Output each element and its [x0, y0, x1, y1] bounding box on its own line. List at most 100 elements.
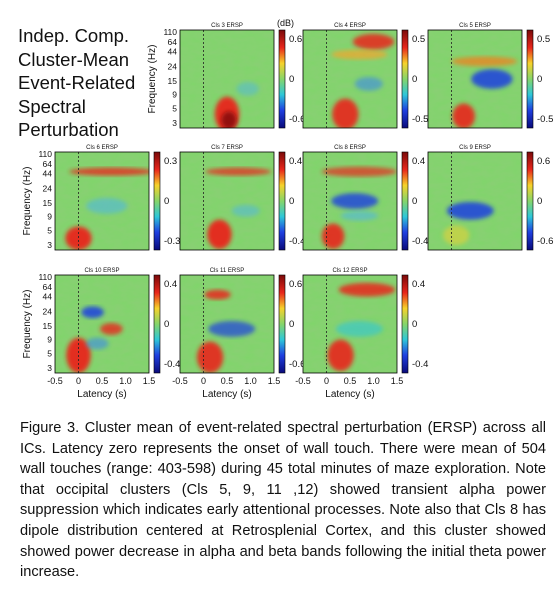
panel-frame	[54, 274, 150, 374]
colorbar	[526, 151, 534, 251]
ersp-blob	[86, 198, 128, 214]
ersp-activity	[66, 306, 123, 373]
colorbar-min: -0.6	[537, 236, 553, 247]
panel-frame	[302, 151, 398, 251]
freq-tick: 110	[38, 272, 52, 282]
colorbar-min: -0.5	[412, 114, 428, 125]
panel-label: Cls 6 ERSP	[86, 145, 118, 151]
ersp-blob	[335, 321, 383, 337]
colorbar-min: -0.5	[537, 114, 553, 125]
panel-frame	[179, 151, 275, 251]
latency-tick: -0.5	[295, 376, 311, 386]
ersp-activity	[327, 282, 396, 372]
ersp-blob	[100, 323, 123, 335]
colorbar	[401, 29, 409, 129]
latency-tick: 0.5	[221, 376, 234, 386]
colorbar-max: 0.3	[164, 156, 177, 167]
ersp-blob	[204, 289, 231, 300]
ersp-activity	[65, 167, 149, 250]
ersp-panel: Cls 9 ERSP 0.6 0 -0.6	[427, 145, 553, 251]
freq-tick: 110	[163, 27, 177, 37]
colorbar-max: 0.4	[164, 279, 177, 290]
x-axis-label: Latency (s)	[325, 389, 374, 400]
colorbar-max: 0.6	[289, 279, 302, 290]
ersp-activity	[321, 166, 397, 250]
colorbar-min: -0.3	[164, 236, 180, 247]
panel-label: Cls 7 ERSP	[211, 145, 243, 151]
colorbar-unit: (dB)	[277, 18, 294, 28]
freq-tick: 5	[47, 348, 52, 358]
freq-tick: 44	[43, 169, 53, 179]
colorbar-mid: 0	[412, 74, 417, 85]
freq-tick: 3	[47, 363, 52, 373]
panel-label: Cls 11 ERSP	[210, 268, 245, 274]
freq-tick: 24	[168, 61, 178, 71]
freq-tick: 15	[43, 198, 53, 208]
ersp-activity	[205, 167, 272, 250]
panel-label: Cls 5 ERSP	[459, 23, 491, 29]
freq-tick: 15	[43, 321, 53, 331]
ersp-blob	[327, 339, 354, 372]
latency-tick: 0	[324, 376, 329, 386]
ersp-activity	[214, 81, 259, 128]
panel-label: Cls 12 ERSP	[332, 268, 367, 274]
panel-label: Cls 8 ERSP	[334, 145, 366, 151]
colorbar-max: 0.6	[289, 34, 302, 45]
colorbar-max: 0.4	[412, 156, 425, 167]
panel-frame	[427, 151, 523, 251]
ersp-blob	[321, 166, 397, 177]
ersp-blob	[196, 341, 224, 373]
figure-title: Indep. Comp. Cluster-Mean Event-Related …	[18, 24, 168, 142]
ersp-panel: Cls 12 ERSP 0.4 0 -0.4 -0.5 0 0.5 1.0 1.5 Latency…	[295, 268, 428, 400]
y-axis-label: Frequency (Hz)	[22, 290, 33, 359]
panel-frame	[54, 151, 150, 251]
latency-tick: 1.0	[367, 376, 380, 386]
colorbar-mid: 0	[164, 196, 169, 207]
y-axis-label: Frequency (Hz)	[147, 45, 158, 114]
latency-tick: -0.5	[47, 376, 63, 386]
freq-tick: 9	[172, 90, 177, 100]
x-axis-label: Latency (s)	[77, 389, 126, 400]
ersp-blob	[354, 77, 383, 91]
colorbar	[401, 151, 409, 251]
title-line: Indep. Comp.	[18, 25, 130, 46]
colorbar-mid: 0	[412, 319, 417, 330]
freq-tick: 64	[168, 37, 178, 47]
colorbar-max: 0.4	[412, 279, 425, 290]
ersp-blob	[338, 282, 396, 297]
ersp-texture	[428, 152, 522, 250]
y-axis-label: Frequency (Hz)	[22, 167, 33, 236]
colorbar-min: -0.4	[164, 359, 180, 370]
latency-tick: 0.5	[96, 376, 109, 386]
latency-tick: 1.5	[391, 376, 404, 386]
ersp-blob	[208, 321, 256, 337]
ersp-blob	[86, 337, 109, 350]
freq-tick: 15	[168, 76, 178, 86]
ersp-panel: Cls 8 ERSP 0.4 0 -0.4	[302, 145, 428, 251]
freq-tick: 64	[43, 159, 53, 169]
colorbar-min: -0.6	[289, 114, 305, 125]
latency-tick: 1.0	[244, 376, 257, 386]
colorbar-min: -0.4	[289, 236, 305, 247]
ersp-figure: Cls 3 ERSP0.60-0.611064442415953Frequenc…	[22, 18, 553, 400]
figure-caption: Figure 3. Cluster mean of event-related …	[20, 420, 546, 581]
colorbar-min: -0.4	[412, 359, 428, 370]
colorbar-mid: 0	[289, 319, 294, 330]
ersp-blob	[236, 81, 259, 96]
colorbar	[278, 29, 286, 129]
colorbar	[278, 151, 286, 251]
panel-frame	[427, 29, 523, 129]
freq-tick: 9	[47, 212, 52, 222]
freq-tick: 64	[43, 282, 53, 292]
colorbar-mid: 0	[289, 196, 294, 207]
colorbar-mid: 0	[537, 74, 542, 85]
ersp-blob	[352, 33, 395, 50]
freq-tick: 24	[43, 183, 53, 193]
colorbar-min: -0.6	[289, 359, 305, 370]
title-line: Event-Related	[18, 72, 136, 93]
freq-tick: 9	[47, 335, 52, 345]
ersp-blob	[331, 193, 379, 209]
colorbar-min: -0.4	[412, 236, 428, 247]
colorbar-mid: 0	[164, 319, 169, 330]
